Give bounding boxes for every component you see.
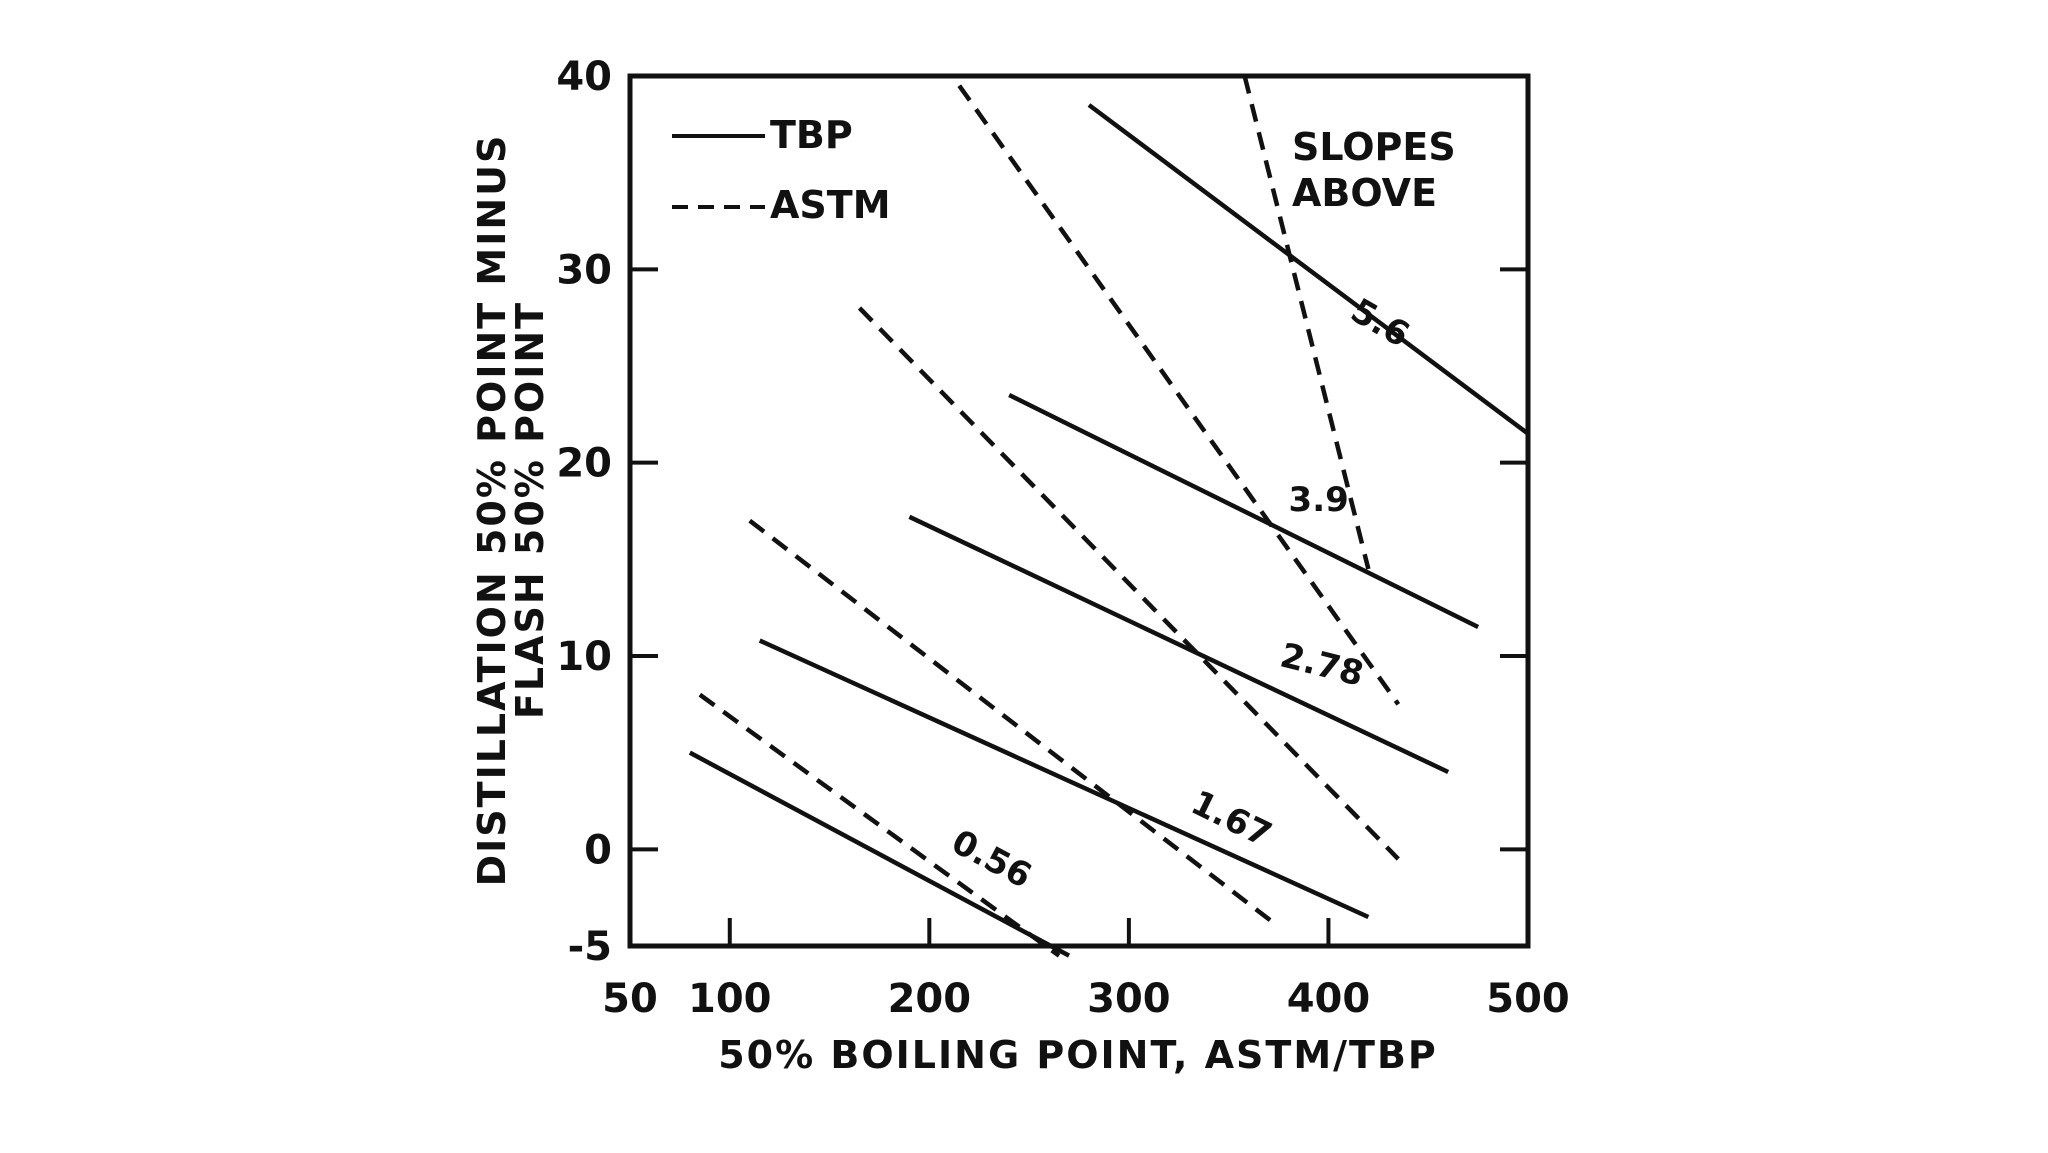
slope-label: 1.67 [1185, 783, 1278, 856]
tbp-line-1-67 [758, 638, 1370, 920]
slopes-annotation-line: SLOPES [1292, 125, 1456, 169]
slopes-annotation: SLOPES ABOVE [1292, 125, 1456, 215]
tbp-line-5-6 [1087, 103, 1530, 436]
y-axis-title-line1: DISTILLATION 50% POINT MINUS [470, 134, 514, 887]
tbp-line-3-9 [1008, 392, 1480, 630]
y-tick-label: -5 [568, 924, 612, 970]
x-tick-label: 500 [1486, 976, 1570, 1022]
y-tick-label: 10 [556, 634, 612, 680]
y-axis-title-line2: FLASH 50% POINT [508, 301, 552, 719]
tbp-line-2-78 [908, 514, 1450, 775]
x-tick-label: 50 [602, 976, 658, 1022]
astm-line-5-6 [1242, 75, 1371, 570]
y-tick-label: 40 [556, 54, 612, 100]
line-labels-group: 0.561.672.783.95.6 [945, 291, 1416, 897]
tbp-line-0-56 [688, 750, 1071, 958]
slopes-annotation-line: ABOVE [1292, 171, 1437, 215]
astm-line-2-78 [857, 306, 1400, 861]
x-tick-label: 200 [888, 976, 972, 1022]
astm-line-3-9 [957, 84, 1401, 706]
legend: TBP ASTM [672, 113, 891, 227]
astm-line-0-56 [698, 692, 1061, 958]
y-tick-label: 30 [556, 247, 612, 293]
x-tick-label: 100 [688, 976, 772, 1022]
x-tick-label: 300 [1087, 976, 1171, 1022]
series-group [688, 75, 1530, 958]
astm-line-1-67 [748, 518, 1280, 929]
slope-label: 5.6 [1344, 291, 1416, 356]
y-tick-label: 20 [556, 441, 612, 487]
y-tick-label: 0 [584, 827, 612, 873]
legend-label-tbp: TBP [770, 113, 853, 157]
legend-label-astm: ASTM [770, 183, 891, 227]
plot-frame [627, 73, 1531, 949]
x-tick-label: 400 [1287, 976, 1371, 1022]
slope-label: 3.9 [1289, 480, 1349, 520]
axis-ticks: 50 100 200 300 400 500 -5 0 10 20 30 40 [556, 54, 1569, 1022]
x-axis-title: 50% BOILING POINT, ASTM/TBP [718, 1033, 1438, 1077]
